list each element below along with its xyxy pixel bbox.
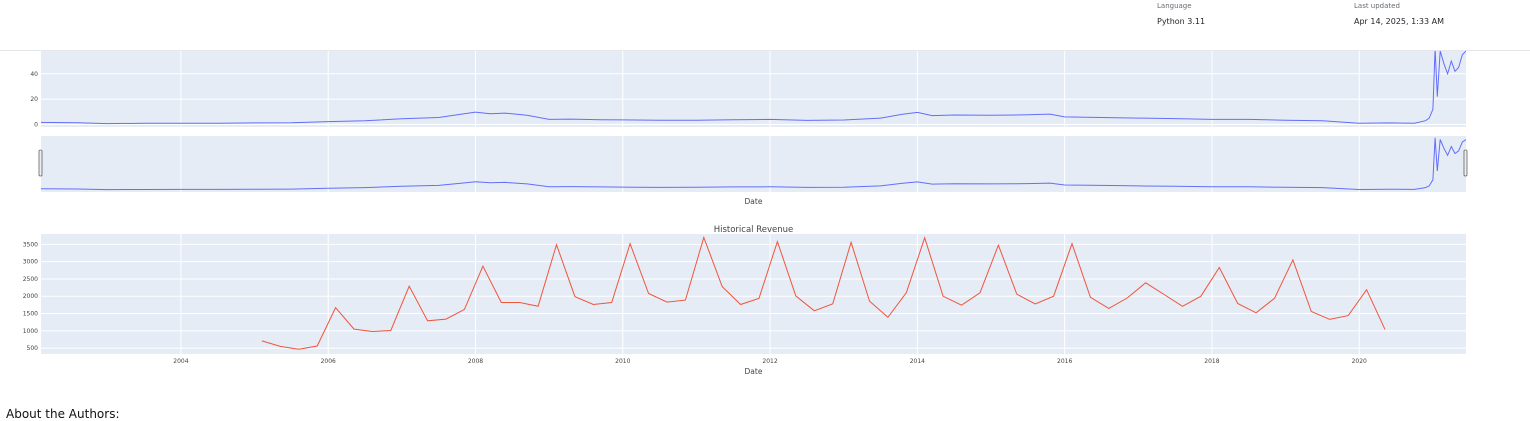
language-value: Python 3.11 bbox=[1157, 17, 1206, 26]
price-x-axis-label: Date bbox=[745, 197, 763, 206]
revenue-x-tick-label: 2020 bbox=[1352, 358, 1367, 365]
revenue-y-tick-label: 1000 bbox=[23, 328, 38, 335]
revenue-chart-title: Historical Revenue bbox=[714, 225, 794, 235]
language-label: Language bbox=[1157, 2, 1192, 10]
revenue-x-tick-label: 2008 bbox=[468, 358, 483, 365]
revenue-x-tick-label: 2004 bbox=[173, 358, 188, 365]
revenue-x-tick-label: 2006 bbox=[321, 358, 336, 365]
price-y-tick-label: 20 bbox=[30, 96, 38, 103]
revenue-series-line-0 bbox=[261, 235, 1386, 350]
about-authors-heading: About the Authors: bbox=[6, 407, 120, 421]
revenue-y-tick-label: 2500 bbox=[23, 276, 38, 283]
last-updated-label: Last updated bbox=[1354, 2, 1400, 10]
range-slider-series-line-0 bbox=[41, 137, 1466, 191]
price-series-line-0 bbox=[41, 51, 1466, 125]
range-slider-left-handle[interactable] bbox=[38, 149, 43, 177]
revenue-x-tick-label: 2016 bbox=[1057, 358, 1072, 365]
revenue-x-tick-label: 2010 bbox=[615, 358, 630, 365]
revenue-plot-area bbox=[41, 234, 1466, 354]
revenue-x-tick-label: 2012 bbox=[762, 358, 777, 365]
notebook-header: Language Python 3.11 Last updated Apr 14… bbox=[0, 0, 1530, 51]
revenue-y-tick-label: 3500 bbox=[23, 241, 38, 248]
historical-revenue-chart[interactable]: Historical Revenue 500 1000 1500 2000 2500 300… bbox=[0, 222, 1530, 382]
revenue-y-tick-label: 500 bbox=[27, 345, 39, 352]
revenue-y-tick-label: 1500 bbox=[23, 311, 38, 318]
share-price-chart[interactable]: 0 20 40 Date bbox=[0, 51, 1530, 211]
range-slider-right-handle[interactable] bbox=[1463, 149, 1468, 177]
price-plot-area bbox=[41, 51, 1466, 127]
range-slider-plot-area bbox=[41, 136, 1466, 192]
revenue-x-tick-label: 2018 bbox=[1204, 358, 1219, 365]
revenue-x-axis-label: Date bbox=[745, 367, 763, 376]
revenue-y-tick-label: 3000 bbox=[23, 259, 38, 266]
last-updated-value: Apr 14, 2025, 1:33 AM bbox=[1354, 17, 1444, 26]
price-y-tick-label: 0 bbox=[34, 121, 38, 128]
price-y-tick-label: 40 bbox=[30, 71, 38, 78]
revenue-x-tick-label: 2014 bbox=[910, 358, 925, 365]
revenue-y-tick-label: 2000 bbox=[23, 293, 38, 300]
